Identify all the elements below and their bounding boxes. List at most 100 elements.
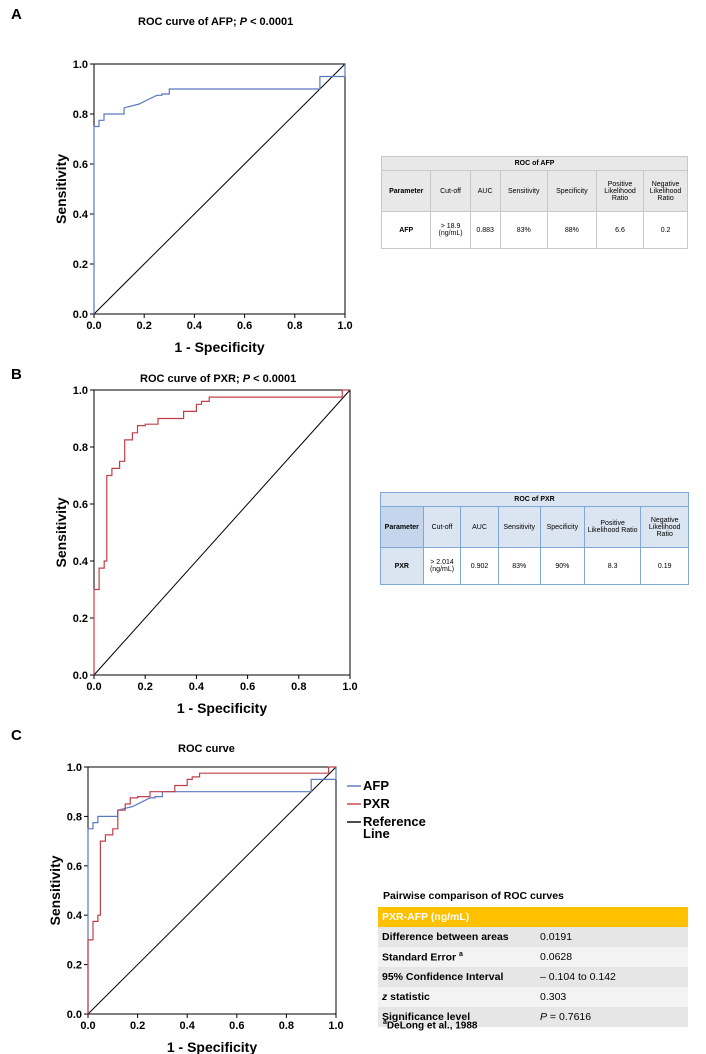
x-tick-label: 0.2	[130, 1020, 145, 1032]
y-tick-label: 0.0	[73, 309, 88, 321]
legend-label: PXR	[363, 796, 390, 811]
row-value: – 0.104 to 0.142	[536, 967, 688, 987]
series-line	[93, 63, 346, 315]
row-label: Difference between areas	[378, 927, 536, 947]
x-tick-label: 0.6	[229, 1020, 244, 1032]
series-line	[87, 766, 336, 1014]
col-header: Sensitivity	[499, 170, 548, 212]
pairwise-header: PXR-AFP (ng/mL)	[378, 907, 688, 927]
y-tick-label: 0.6	[73, 499, 88, 511]
table-row: Difference between areas 0.0191	[378, 927, 688, 947]
row-label: Significance level	[378, 1007, 536, 1027]
table-row: z statistic 0.303	[378, 987, 688, 1007]
x-tick-label: 1.0	[337, 320, 352, 332]
chart-title-afp: ROC curve of AFP; P < 0.0001	[138, 16, 294, 28]
y-tick-label: 0.2	[73, 259, 88, 271]
row-label: 95% Confidence Interval	[378, 967, 536, 987]
series-line	[93, 64, 346, 314]
x-tick-label: 1.0	[342, 681, 357, 693]
row-label: z statistic	[378, 987, 536, 1007]
col-header: Sensitivity	[497, 506, 541, 548]
table-cell: 0.883	[469, 211, 501, 249]
legend-label: Line	[363, 826, 390, 841]
col-header: AUC	[469, 170, 501, 212]
table-row: Significance level P = 0.7616	[378, 1007, 688, 1027]
chart-title-pxr: ROC curve of PXR; P < 0.0001	[140, 373, 297, 385]
table-cell: 8.3	[583, 547, 642, 585]
series-line	[93, 389, 350, 675]
y-tick-label: 1.0	[73, 385, 88, 397]
col-header: Specificity	[546, 170, 597, 212]
y-axis-label: Sensitivity	[47, 855, 63, 925]
x-tick-label: 0.0	[86, 681, 101, 693]
y-tick-label: 1.0	[73, 59, 88, 71]
row-value: 0.0191	[536, 927, 688, 947]
y-tick-label: 0.4	[67, 910, 83, 922]
y-tick-label: 0.0	[67, 1009, 82, 1021]
series-line	[93, 389, 351, 676]
y-tick-label: 0.8	[73, 442, 88, 454]
table-cell: 88%	[546, 211, 597, 249]
table-cell: 83%	[499, 211, 548, 249]
y-tick-label: 0.4	[73, 209, 89, 221]
pairwise-table: PXR-AFP (ng/mL) Difference between areas…	[378, 907, 688, 1027]
col-header: Positive Likelihood Ratio	[595, 170, 645, 212]
x-axis-label: 1 - Specificity	[177, 700, 267, 716]
panel-letter-a: A	[11, 6, 22, 23]
x-tick-label: 0.4	[187, 320, 203, 332]
x-axis-label: 1 - Specificity	[174, 339, 264, 355]
table-cell: 0.902	[460, 547, 499, 585]
roc-afp-table-title: ROC of AFP	[381, 156, 688, 171]
y-tick-label: 0.8	[73, 109, 88, 121]
legend-label: AFP	[363, 778, 389, 793]
table-cell: PXR	[380, 547, 424, 585]
col-header: Negative Likelihood Ratio	[643, 170, 688, 212]
series-line	[87, 767, 337, 1014]
x-tick-label: 0.2	[138, 681, 153, 693]
plot-frame	[93, 389, 351, 676]
pairwise-footnote: aDeLong et al., 1988	[383, 1019, 478, 1032]
table-row: 95% Confidence Interval – 0.104 to 0.142	[378, 967, 688, 987]
y-tick-label: 0.4	[73, 556, 89, 568]
y-tick-label: 0.2	[73, 613, 88, 625]
legend-label: Reference	[363, 814, 426, 829]
x-tick-label: 0.0	[80, 1020, 95, 1032]
table-cell: 0.19	[640, 547, 689, 585]
pairwise-title: Pairwise comparison of ROC curves	[383, 890, 564, 902]
col-header: Positive Likelihood Ratio	[583, 506, 642, 548]
col-header: Parameter	[380, 170, 432, 212]
y-tick-label: 1.0	[67, 762, 82, 774]
table-row: Standard Error a 0.0628	[378, 947, 688, 967]
x-tick-label: 0.8	[287, 320, 302, 332]
roc-afp-table: ROC of AFP Parameter Cut-off AUC Sensiti…	[380, 156, 688, 249]
roc-pxr-table-title: ROC of PXR	[380, 492, 689, 507]
row-label: Standard Error a	[378, 947, 536, 967]
table-cell: 83%	[497, 547, 541, 585]
table-cell: > 18.9 (ng/mL)	[430, 211, 471, 249]
y-tick-label: 0.2	[67, 960, 82, 972]
row-value: P = 0.7616	[536, 1007, 688, 1027]
y-axis-label: Sensitivity	[53, 497, 69, 567]
col-header: Negative Likelihood Ratio	[640, 506, 689, 548]
y-tick-label: 0.8	[67, 811, 82, 823]
panel-letter-c: C	[11, 727, 22, 744]
x-tick-label: 0.0	[86, 320, 101, 332]
panel-letter-b: B	[11, 366, 22, 383]
y-tick-label: 0.6	[67, 861, 82, 873]
x-tick-label: 0.8	[291, 681, 306, 693]
roc-pxr-table: ROC of PXR Parameter Cut-off AUC Sensiti…	[380, 492, 689, 585]
col-header: Specificity	[539, 506, 585, 548]
col-header: Cut-off	[422, 506, 462, 548]
x-tick-label: 0.2	[137, 320, 152, 332]
col-header: AUC	[460, 506, 499, 548]
series-line	[87, 766, 337, 1015]
x-tick-label: 0.8	[279, 1020, 294, 1032]
row-value: 0.0628	[536, 947, 688, 967]
y-tick-label: 0.0	[73, 670, 88, 682]
y-tick-label: 0.6	[73, 159, 88, 171]
x-tick-label: 1.0	[328, 1020, 343, 1032]
y-axis-label: Sensitivity	[53, 154, 69, 224]
table-cell: 90%	[539, 547, 585, 585]
col-header: Parameter	[380, 506, 424, 548]
